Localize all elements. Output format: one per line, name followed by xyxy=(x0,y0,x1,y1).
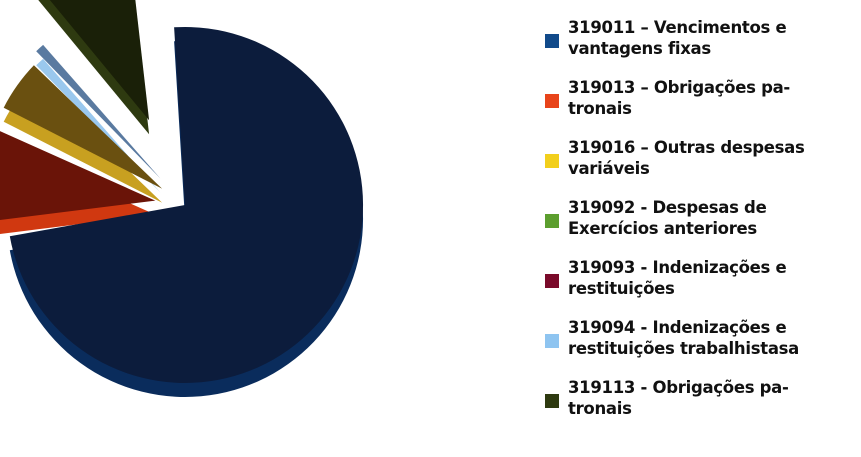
legend-label: 319092 - Despesas de Exercícios anteriore… xyxy=(568,198,767,238)
pie-slice xyxy=(49,0,150,121)
legend-item: 319093 - Indenizações e restituições xyxy=(545,248,857,308)
legend-label: 319093 - Indenizações e restituições xyxy=(568,258,787,298)
legend-item: 319013 – Obrigações pa-tronais xyxy=(545,68,857,128)
legend-swatch xyxy=(545,274,559,288)
legend-swatch xyxy=(545,214,559,228)
legend-item: 319092 - Despesas de Exercícios anteriore… xyxy=(545,188,857,248)
legend-label: 319016 – Outras despesas variáveis xyxy=(568,138,805,178)
legend-label: 319094 - Indenizações e restituições trab… xyxy=(568,318,800,358)
legend-swatch xyxy=(545,154,559,168)
legend-swatch xyxy=(545,394,559,408)
legend-swatch xyxy=(545,34,559,48)
legend-item: 319011 – Vencimentos e vantagens fixas xyxy=(545,8,857,68)
legend-label: 319113 - Obrigações pa-tronais xyxy=(568,378,789,418)
legend: 319011 – Vencimentos e vantagens fixas 31… xyxy=(545,8,857,428)
pie-slice xyxy=(0,131,156,220)
pie-slice xyxy=(9,26,364,383)
legend-item: 319016 – Outras despesas variáveis xyxy=(545,128,857,188)
pie-chart xyxy=(0,0,364,397)
legend-item: 319113 - Obrigações pa-tronais xyxy=(545,368,857,428)
legend-swatch xyxy=(545,94,559,108)
pie-slice xyxy=(36,44,161,179)
legend-label: 319013 – Obrigações pa-tronais xyxy=(568,78,790,118)
legend-label: 319011 – Vencimentos e vantagens fixas xyxy=(568,18,787,58)
legend-item: 319094 - Indenizações e restituições trab… xyxy=(545,308,857,368)
legend-swatch xyxy=(545,334,559,348)
pie-slice xyxy=(3,65,163,189)
